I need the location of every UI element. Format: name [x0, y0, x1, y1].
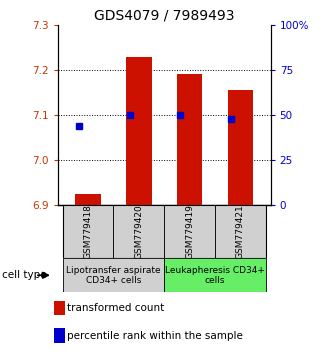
Bar [215, 205, 266, 258]
Bar [126, 57, 151, 205]
Text: cell type: cell type [2, 270, 46, 280]
Text: percentile rank within the sample: percentile rank within the sample [67, 331, 243, 341]
Bar [53, 301, 65, 315]
Bar [63, 258, 164, 292]
Text: GSM779420: GSM779420 [134, 205, 143, 259]
Bar [76, 194, 101, 205]
Bar [164, 205, 215, 258]
Bar [164, 258, 266, 292]
Text: transformed count: transformed count [67, 303, 165, 313]
Bar [227, 90, 253, 205]
Text: Lipotransfer aspirate
CD34+ cells: Lipotransfer aspirate CD34+ cells [66, 266, 161, 285]
Bar [53, 329, 65, 343]
Text: GSM779419: GSM779419 [185, 204, 194, 259]
Text: GSM779418: GSM779418 [84, 204, 93, 259]
Bar [114, 205, 164, 258]
Text: GSM779421: GSM779421 [236, 205, 245, 259]
Title: GDS4079 / 7989493: GDS4079 / 7989493 [94, 8, 234, 22]
Bar [63, 205, 114, 258]
Bar [177, 74, 202, 205]
Text: Leukapheresis CD34+
cells: Leukapheresis CD34+ cells [165, 266, 265, 285]
